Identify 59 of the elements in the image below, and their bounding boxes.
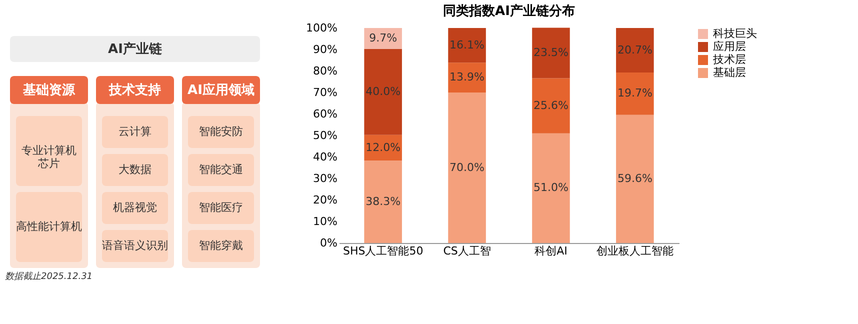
legend-label: 科技巨头 — [713, 27, 757, 40]
bar — [448, 62, 486, 92]
text: 专业计算机芯片 — [22, 144, 76, 170]
text: 智能交通 — [199, 163, 243, 176]
bar — [532, 133, 570, 243]
y-tick-label: 70% — [313, 86, 338, 99]
legend-label: 技术层 — [712, 53, 746, 66]
category-label: AI应用领域 — [188, 82, 254, 98]
bar — [364, 48, 402, 135]
data-label: 12.0% — [366, 140, 401, 154]
data-label: 9.7% — [369, 31, 398, 44]
text: 高性能计算机 — [16, 220, 82, 233]
y-tick-label: 0% — [320, 236, 338, 250]
bar — [532, 28, 570, 78]
data-label: 70.0% — [450, 160, 484, 174]
y-tick-label: 90% — [313, 43, 338, 56]
text: 数据截止2025.12.31 — [5, 271, 93, 282]
legend-label: 应用层 — [713, 40, 746, 53]
data-label: 25.6% — [534, 98, 568, 112]
data-label: 16.1% — [450, 38, 484, 52]
x-tick-label: 创业板人工智能 — [596, 244, 674, 258]
data-label: 40.0% — [366, 84, 401, 98]
bar — [448, 28, 486, 63]
category-label: 基础资源 — [22, 83, 76, 98]
data-label: 19.7% — [617, 86, 652, 100]
data-label: 13.9% — [450, 70, 484, 84]
bar — [364, 160, 402, 243]
bar — [532, 78, 570, 134]
data-label: 51.0% — [534, 181, 568, 194]
x-tick-label: SHS人工智能50 — [342, 244, 424, 258]
data-label: 38.3% — [366, 194, 401, 208]
bar — [616, 72, 654, 115]
legend-label: 基础层 — [713, 66, 746, 79]
bar — [448, 92, 486, 243]
y-tick-label: 60% — [313, 108, 338, 120]
data-label: 23.5% — [534, 46, 568, 60]
y-tick-label: 100% — [306, 22, 338, 34]
text: 智能医疗 — [199, 201, 243, 214]
text: 机器视觉 — [113, 201, 157, 214]
y-tick-label: 50% — [313, 129, 338, 142]
y-tick-label: 30% — [313, 172, 338, 185]
x-tick-label: CS人工智 — [443, 244, 491, 258]
chart-title: 同类指数AI产业链分布 — [443, 3, 575, 19]
text: 智能安防 — [199, 125, 243, 138]
text: 云计算 — [118, 125, 152, 138]
y-tick-label: 10% — [313, 215, 338, 228]
y-tick-label: 80% — [313, 64, 338, 78]
category-label: 技术支持 — [108, 83, 161, 98]
text: 大数据 — [118, 163, 152, 176]
text: AI产业链 — [108, 41, 163, 57]
bar — [616, 28, 654, 73]
y-tick-label: 20% — [313, 194, 338, 206]
bar — [616, 114, 654, 243]
data-label: 59.6% — [617, 172, 652, 185]
text: 智能穿戴 — [199, 239, 243, 252]
y-tick-label: 40% — [313, 150, 338, 164]
text: 语音语义识别 — [102, 239, 168, 252]
data-label: 20.7% — [617, 43, 652, 56]
x-tick-label: 科创AI — [534, 244, 568, 258]
